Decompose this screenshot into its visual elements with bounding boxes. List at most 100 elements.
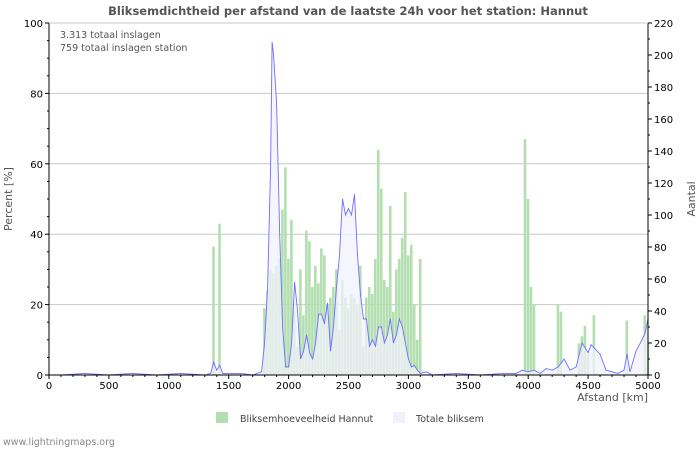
y2-tick-label: 220 (654, 19, 673, 30)
line-point (336, 286, 337, 288)
line-point (629, 371, 631, 373)
bar (305, 230, 308, 375)
bar (367, 287, 371, 375)
line-point (291, 342, 292, 344)
line-point (581, 342, 583, 344)
line-point (605, 369, 607, 371)
line-point (357, 254, 358, 256)
bar (376, 149, 380, 375)
axes: 0204060801000204060801001201401601802002… (24, 19, 673, 392)
y2-tick-label: 200 (654, 51, 673, 62)
line-point (351, 214, 352, 216)
line-point (273, 54, 275, 56)
line-point (228, 373, 230, 374)
line-point (617, 373, 619, 374)
annotation-total: 3.313 totaal inslagen (60, 30, 161, 41)
line-point (593, 347, 595, 349)
line-point (318, 313, 319, 315)
legend-swatch-bars (216, 412, 228, 423)
line-point (626, 353, 628, 355)
line-point (416, 369, 418, 371)
x-tick-label: 1500 (216, 381, 241, 392)
bar (559, 311, 563, 375)
bar (556, 304, 560, 375)
y2-tick-label: 120 (654, 179, 673, 190)
line-point (366, 318, 367, 320)
x-tick-label: 500 (99, 381, 118, 392)
line-point (551, 369, 553, 371)
line-point (288, 366, 289, 368)
line-point (503, 373, 505, 374)
line-point (590, 344, 592, 345)
line-series (48, 41, 649, 376)
line-point (240, 373, 242, 374)
line-point (180, 373, 182, 374)
bar (218, 223, 221, 375)
y-tick-label: 40 (30, 230, 43, 241)
x-tick-label: 4500 (575, 381, 600, 392)
line-point (399, 318, 400, 320)
bar (284, 167, 287, 375)
line-point (213, 361, 215, 363)
line-point (563, 358, 565, 360)
bar (329, 297, 332, 375)
line-point (216, 369, 218, 371)
line-point (455, 373, 457, 374)
series-line (49, 42, 649, 376)
line-point (387, 334, 388, 336)
bar (314, 265, 317, 375)
line-point (132, 373, 134, 374)
line-point (345, 214, 346, 216)
bar (370, 294, 374, 375)
line-point (330, 350, 331, 352)
chart-title: Bliksemdichtheid per afstand van de laat… (108, 4, 588, 18)
line-point (545, 368, 547, 369)
line-point (635, 350, 637, 352)
line-point (219, 365, 221, 366)
bar (212, 246, 215, 375)
line-point (539, 373, 541, 374)
bar (406, 255, 410, 375)
y2-tick-label: 40 (654, 307, 667, 318)
bar (320, 248, 323, 375)
x-tick-label: 5000 (635, 381, 660, 392)
line-point (261, 371, 263, 373)
line-point (327, 302, 328, 304)
line-point (342, 198, 343, 200)
line-point (587, 352, 589, 353)
legend-label-line: Totale bliksem (415, 414, 484, 425)
line-point (569, 369, 571, 371)
x-tick-label: 2000 (276, 381, 301, 392)
line-point (515, 373, 517, 374)
line-point (375, 345, 376, 347)
y2-tick-label: 140 (654, 147, 673, 158)
y2-tick-label: 0 (654, 371, 660, 382)
bar (388, 206, 392, 375)
bar (308, 241, 311, 375)
bar (385, 287, 389, 375)
y-tick-label: 20 (30, 301, 43, 312)
y2-tick-label: 160 (654, 115, 673, 126)
line-point (282, 326, 284, 328)
bar (529, 287, 533, 375)
bar (397, 258, 401, 375)
legend-label-bars: Bliksemhoeveelheid Hannut (240, 414, 374, 425)
x-tick-label: 4000 (515, 381, 540, 392)
line-point (410, 366, 412, 368)
line-point (339, 254, 340, 256)
bar (412, 304, 416, 375)
bar (287, 258, 290, 375)
line-point (294, 281, 295, 283)
y-tick-label: 0 (37, 371, 43, 382)
line-point (222, 373, 224, 374)
bar (415, 339, 419, 375)
y2-tick-label: 60 (654, 275, 667, 286)
bar (403, 191, 407, 375)
line-point (557, 366, 559, 368)
y-tick-label: 60 (30, 160, 43, 171)
line-point (521, 369, 523, 371)
legend-swatch-line (393, 412, 405, 423)
y-axis-label: Percent [%] (2, 167, 15, 231)
footer-link[interactable]: www.lightningmaps.org (3, 437, 115, 448)
line-point (405, 342, 406, 344)
